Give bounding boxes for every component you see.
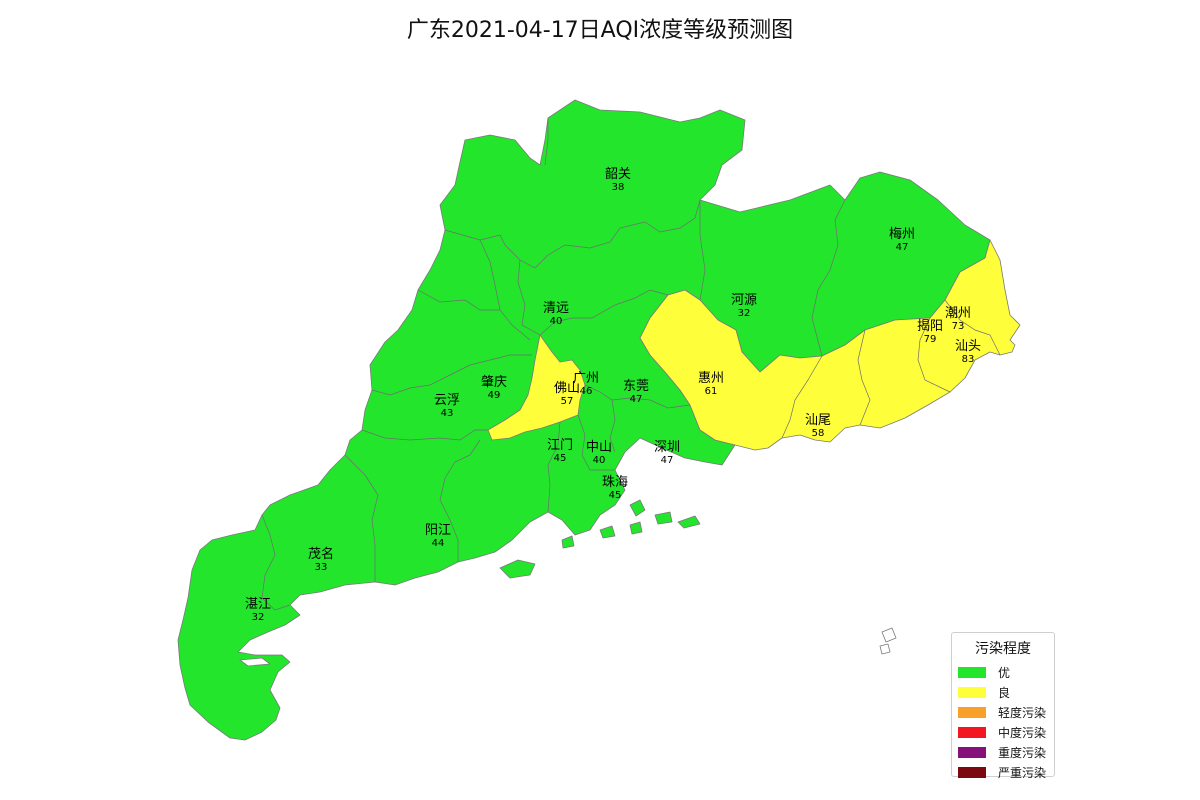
city-label-14: 江门	[547, 438, 573, 453]
legend-swatch-excellent	[958, 666, 986, 678]
city-label-4: 潮州	[945, 306, 971, 321]
legend-item-excellent: 优	[952, 662, 1054, 682]
island-8	[881, 627, 897, 643]
city-aqi-1: 47	[896, 242, 909, 253]
region-polygons	[177, 99, 1021, 741]
city-label-16: 深圳	[654, 440, 680, 455]
legend-item-moderate: 中度污染	[952, 722, 1054, 742]
city-label-1: 梅州	[889, 227, 915, 242]
city-label-8: 广州	[573, 371, 599, 386]
city-aqi-10: 47	[630, 394, 643, 405]
island-9	[879, 643, 891, 655]
city-aqi-13: 58	[812, 428, 825, 439]
legend-label-good: 良	[998, 685, 1011, 700]
city-label-17: 珠海	[602, 475, 628, 490]
city-aqi-9: 57	[561, 396, 574, 407]
island-1	[499, 559, 536, 579]
city-label-9: 佛山	[554, 381, 580, 396]
city-aqi-19: 33	[315, 562, 328, 573]
city-aqi-0: 38	[612, 182, 625, 193]
city-borders	[261, 118, 1001, 611]
city-label-6: 汕头	[955, 339, 981, 354]
legend-item-good: 良	[952, 682, 1054, 702]
region-yellow-foshan	[487, 334, 586, 441]
city-aqi-8: 46	[580, 386, 593, 397]
city-aqi-5: 79	[924, 334, 937, 345]
city-label-19: 茂名	[308, 546, 334, 562]
map-title: 广东2021-04-17日AQI浓度等级预测图	[406, 18, 794, 43]
city-label-18: 阳江	[425, 523, 451, 538]
legend-title: 污染程度	[975, 641, 1031, 657]
city-aqi-6: 83	[962, 354, 975, 365]
legend-swatch-severe	[958, 766, 986, 778]
city-label-5: 揭阳	[917, 319, 943, 334]
city-aqi-18: 44	[432, 538, 445, 549]
legend-item-light: 轻度污染	[952, 702, 1054, 722]
city-aqi-12: 43	[441, 408, 454, 419]
city-label-15: 中山	[586, 440, 612, 455]
legend-label-excellent: 优	[998, 665, 1011, 680]
city-label-0: 韶关	[605, 166, 631, 182]
city-aqi-16: 47	[661, 455, 674, 466]
city-label-11: 惠州	[698, 371, 724, 386]
legend-item-heavy: 重度污染	[952, 742, 1054, 762]
city-aqi-4: 73	[952, 321, 965, 332]
city-label-7: 肇庆	[481, 375, 507, 390]
city-aqi-3: 32	[738, 308, 751, 319]
legend-swatch-heavy	[958, 746, 986, 758]
legend-label-light: 轻度污染	[998, 705, 1047, 720]
island-10	[239, 657, 271, 667]
island-2	[629, 499, 646, 517]
legend-item-severe: 严重污染	[952, 762, 1054, 782]
legend-swatch-good	[958, 686, 986, 698]
city-label-20: 湛江	[245, 597, 271, 612]
legend-label-moderate: 中度污染	[998, 725, 1047, 740]
island-5	[599, 525, 616, 539]
island-7	[629, 521, 643, 535]
city-label-12: 云浮	[434, 393, 460, 408]
city-aqi-15: 40	[593, 455, 606, 466]
city-label-10: 东莞	[623, 379, 649, 394]
city-label-3: 河源	[731, 293, 757, 308]
city-aqi-2: 40	[550, 316, 563, 327]
city-label-13: 汕尾	[805, 413, 831, 428]
city-label-2: 清远	[543, 301, 569, 316]
legend-label-severe: 严重污染	[998, 765, 1047, 780]
legend-swatch-light	[958, 706, 986, 718]
island-4	[677, 515, 701, 529]
island-6	[561, 535, 575, 549]
city-aqi-14: 45	[554, 453, 567, 464]
city-aqi-7: 49	[488, 390, 501, 401]
city-aqi-11: 61	[705, 386, 718, 397]
island-3	[654, 511, 673, 525]
legend-label-heavy: 重度污染	[998, 745, 1047, 760]
legend: 污染程度 优 良 轻度污染 中度污染 重度污染 严重污染	[951, 632, 1055, 780]
city-aqi-17: 45	[609, 490, 622, 501]
city-aqi-20: 32	[252, 612, 265, 623]
legend-swatch-moderate	[958, 726, 986, 738]
